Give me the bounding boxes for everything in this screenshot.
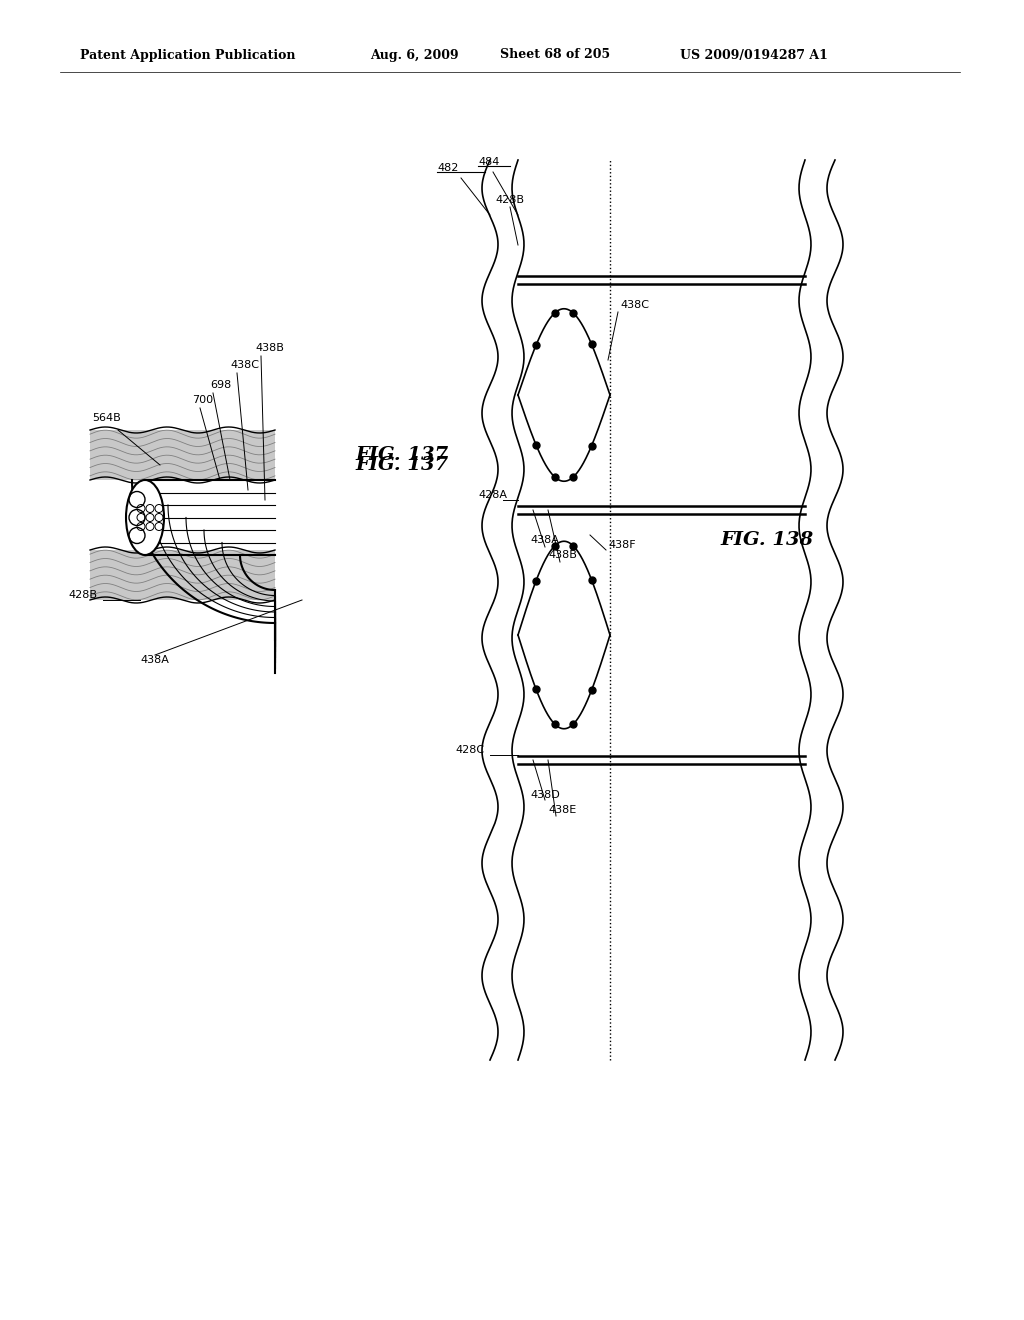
Text: US 2009/0194287 A1: US 2009/0194287 A1 xyxy=(680,49,827,62)
Text: 428B: 428B xyxy=(495,195,524,205)
Text: 438C: 438C xyxy=(230,360,259,370)
Text: FIG. 138: FIG. 138 xyxy=(720,531,813,549)
Text: 438C: 438C xyxy=(620,300,649,310)
Text: 428B: 428B xyxy=(68,590,97,601)
Text: 438B: 438B xyxy=(548,550,577,560)
Bar xyxy=(90,550,275,601)
Text: 438D: 438D xyxy=(530,789,560,800)
Text: Sheet 68 of 205: Sheet 68 of 205 xyxy=(500,49,610,62)
Text: 438A: 438A xyxy=(140,655,169,665)
Ellipse shape xyxy=(126,480,164,554)
Text: Patent Application Publication: Patent Application Publication xyxy=(80,49,296,62)
Text: 428C: 428C xyxy=(455,744,484,755)
Text: 438A: 438A xyxy=(530,535,559,545)
Text: FIG. 137: FIG. 137 xyxy=(355,455,449,474)
Text: 698: 698 xyxy=(210,380,231,389)
Text: Aug. 6, 2009: Aug. 6, 2009 xyxy=(370,49,459,62)
Text: 438E: 438E xyxy=(548,805,577,814)
Text: 700: 700 xyxy=(193,395,213,405)
Text: 428A: 428A xyxy=(478,490,507,500)
Text: 438F: 438F xyxy=(608,540,636,550)
Text: 484: 484 xyxy=(478,157,500,168)
Bar xyxy=(90,430,275,480)
Text: 438B: 438B xyxy=(255,343,284,352)
Text: FIG. 137: FIG. 137 xyxy=(355,446,449,465)
Text: 482: 482 xyxy=(437,162,459,173)
Text: 564B: 564B xyxy=(92,413,121,422)
